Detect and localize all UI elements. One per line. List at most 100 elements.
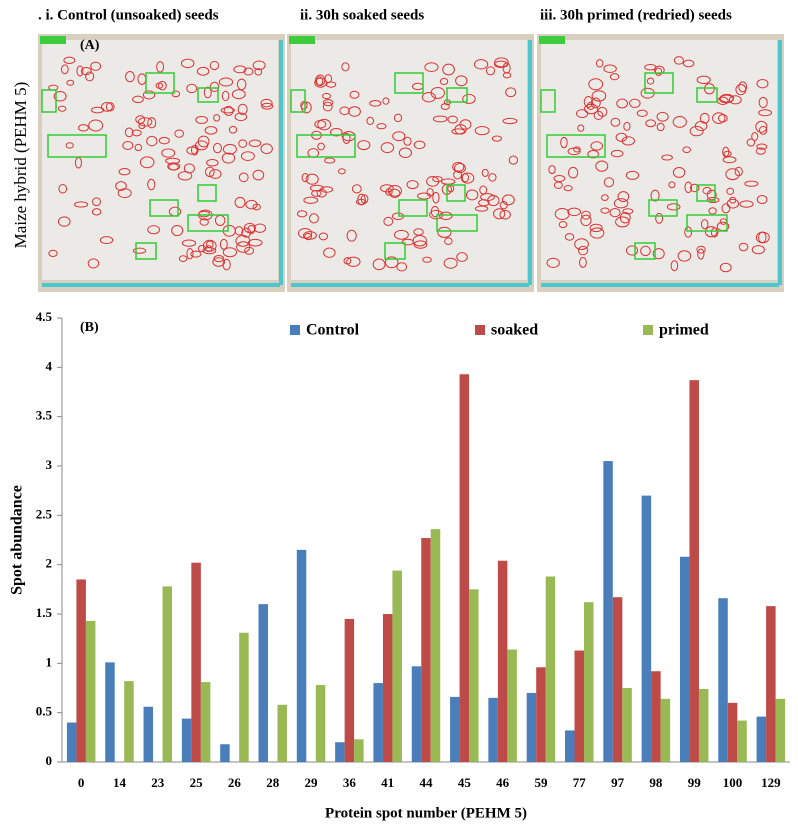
- bar: [766, 606, 776, 762]
- x-tick-label: 14: [113, 775, 127, 790]
- bar: [373, 683, 383, 762]
- bar: [575, 651, 585, 762]
- x-tick-label: 23: [151, 775, 165, 790]
- column-title: . i. Control (unsoaked) seeds: [38, 7, 219, 23]
- gel-tag: [40, 36, 66, 44]
- bar: [335, 742, 345, 762]
- y-tick-label: 0.5: [36, 704, 53, 719]
- x-tick-label: 0: [78, 775, 85, 790]
- bar: [144, 707, 154, 762]
- y-tick-label: 3: [46, 457, 53, 472]
- bar: [699, 689, 709, 762]
- x-tick-label: 29: [305, 775, 319, 790]
- bar: [642, 496, 652, 762]
- y-tick-label: 4: [46, 358, 53, 373]
- bar: [220, 744, 230, 762]
- legend-label: primed: [659, 322, 709, 339]
- y-tick-label: 1: [46, 654, 53, 669]
- y-tick-label: 2.5: [36, 506, 53, 521]
- x-tick-label: 99: [688, 775, 702, 790]
- bar: [421, 538, 431, 762]
- x-tick-label: 100: [723, 775, 743, 790]
- bar: [258, 604, 268, 762]
- y-tick-label: 4.5: [36, 309, 53, 324]
- bar: [689, 380, 699, 762]
- bar: [460, 374, 470, 762]
- bar: [105, 662, 115, 762]
- bar: [757, 717, 767, 762]
- x-tick-label: 77: [573, 775, 587, 790]
- legend-label: soaked: [491, 322, 538, 339]
- bar: [86, 621, 96, 762]
- legend-label: Control: [306, 322, 360, 339]
- panel-label: (B): [80, 320, 99, 335]
- bar: [546, 577, 556, 762]
- bar: [603, 461, 613, 762]
- x-tick-label: 26: [228, 775, 242, 790]
- bar: [651, 671, 661, 762]
- figure: . i. Control (unsoaked) seeds ii. 30h so…: [0, 0, 798, 829]
- bar: [316, 685, 326, 762]
- bar: [277, 705, 287, 762]
- bar: [584, 602, 594, 762]
- bar: [661, 699, 671, 762]
- bar: [392, 571, 402, 762]
- x-tick-label: 59: [534, 775, 548, 790]
- bar: [728, 703, 738, 762]
- row-label: Maize hybrid (PEHM 5): [11, 82, 30, 249]
- bar: [507, 650, 517, 762]
- gel-bar: [528, 40, 532, 285]
- gel-bar: [42, 283, 280, 287]
- bar: [383, 614, 393, 762]
- bar: [191, 563, 201, 762]
- x-tick-label: 98: [649, 775, 663, 790]
- gel-bar: [778, 40, 782, 285]
- bar: [297, 550, 307, 762]
- bar: [124, 681, 134, 762]
- x-tick-label: 46: [496, 775, 510, 790]
- x-tick-label: 28: [266, 775, 280, 790]
- gel-tag: [289, 36, 315, 44]
- bar: [345, 619, 355, 762]
- gel-bar: [279, 40, 283, 285]
- bar: [622, 688, 632, 762]
- gel-image: [42, 40, 278, 280]
- bar: [450, 697, 460, 762]
- y-tick-label: 2: [46, 556, 53, 571]
- x-tick-label: 97: [611, 775, 625, 790]
- bar: [76, 579, 86, 762]
- x-tick-label: 45: [458, 775, 472, 790]
- bar: [488, 698, 498, 762]
- bar: [680, 557, 690, 762]
- bar: [201, 682, 211, 762]
- legend-swatch: [290, 325, 300, 335]
- x-tick-label: 44: [420, 775, 434, 790]
- bar: [527, 693, 537, 762]
- bar: [412, 666, 422, 762]
- bar: [498, 561, 508, 762]
- bar: [536, 667, 546, 762]
- bar: [776, 699, 786, 762]
- bar: [469, 589, 479, 762]
- bar: [431, 529, 441, 762]
- column-title: iii. 30h primed (redried) seeds: [540, 7, 732, 23]
- gel-image: [291, 40, 527, 280]
- gel-bar: [541, 283, 779, 287]
- x-tick-label: 25: [190, 775, 204, 790]
- bar: [163, 586, 173, 762]
- x-tick-label: 36: [343, 775, 357, 790]
- gel-panel: [38, 34, 784, 292]
- y-tick-label: 3.5: [36, 408, 53, 423]
- bar: [718, 598, 728, 762]
- gel-bar: [291, 283, 529, 287]
- y-axis-label: Spot abundance: [9, 485, 26, 595]
- y-tick-label: 0: [46, 753, 53, 768]
- x-tick-label: 129: [761, 775, 781, 790]
- gel-tag: [539, 36, 565, 44]
- x-axis-label: Protein spot number (PEHM 5): [325, 805, 527, 821]
- legend-swatch: [475, 325, 485, 335]
- bar: [565, 730, 575, 762]
- bar: [354, 739, 364, 762]
- column-title: ii. 30h soaked seeds: [300, 7, 424, 23]
- bar: [737, 721, 747, 762]
